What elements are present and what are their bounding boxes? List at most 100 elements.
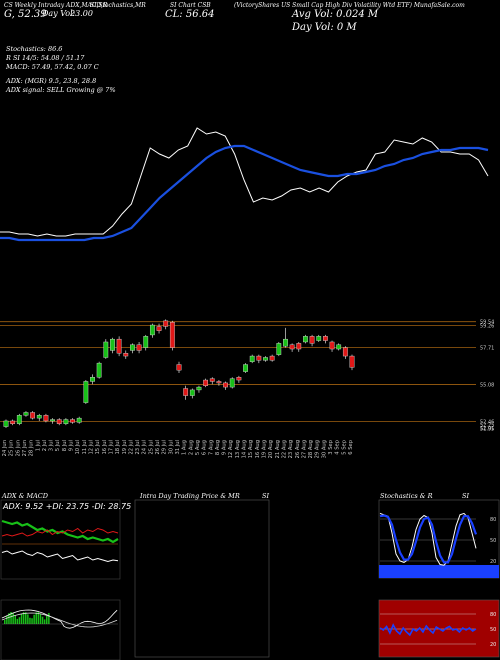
y-tick-label: 52.46	[480, 420, 494, 426]
candle-body	[243, 364, 248, 372]
x-tick-label: 30 Aug	[321, 440, 327, 458]
macd-histogram-bar	[18, 617, 21, 624]
adx-panel-title: ADX & MACD	[2, 492, 48, 500]
header-dayvol-label: Day Vol:	[42, 9, 76, 18]
y-tick-label: 57.71	[480, 345, 494, 351]
candle-body	[163, 320, 169, 327]
x-tick-label: 28 Aug	[308, 440, 314, 458]
macd-frame	[0, 599, 121, 660]
candle-body	[3, 420, 9, 427]
candle-body	[36, 415, 42, 419]
candle-body	[289, 344, 295, 350]
macd-histogram-bar	[10, 612, 12, 624]
candle-body	[130, 344, 135, 351]
candle-body	[236, 377, 242, 381]
header-title-4: (VictoryShares US Small Cap High Div Vol…	[234, 2, 465, 9]
day-vol: Day Vol: 0 M	[292, 22, 357, 33]
x-tick-label: 23 Aug	[288, 440, 294, 458]
x-tick-label: 22 Aug	[281, 440, 287, 458]
x-axis-ticks: 24 Jun 25 Jun 26 Jun 27 Jun 28 Jun 1 Jul 2 Jul…	[2, 439, 354, 458]
macd-histogram-bar	[37, 612, 40, 624]
fast-stoch-line	[379, 512, 477, 566]
candle-body	[342, 347, 348, 357]
ADX-line	[1, 550, 119, 563]
candle-body	[336, 344, 342, 350]
x-tick-label: 16 Aug	[255, 440, 261, 458]
close-value: CL: 56.64	[165, 9, 215, 20]
x-tick-label: 8 Jul	[62, 440, 68, 451]
x-tick-label: 21 Aug	[275, 440, 281, 458]
x-tick-label: 6 Aug	[202, 440, 208, 455]
x-tick-label: 1 Aug	[182, 440, 188, 455]
intraday-panel-title: Intra Day Trading Price & MR	[140, 492, 240, 500]
x-tick-label: 2 Aug	[188, 440, 194, 455]
avg-vol: Avg Vol: 0.024 M	[292, 9, 379, 20]
x-tick-label: 25 Jul	[148, 440, 154, 455]
candle-body	[269, 355, 275, 361]
x-tick-label: 24 Jul	[142, 440, 148, 455]
macd-histogram-bar	[43, 619, 46, 624]
y-tick-label: 55.08	[480, 383, 494, 389]
x-tick-label: 5 Sep	[341, 439, 347, 454]
signal-line	[1, 612, 118, 628]
info-macd: MACD: 57.49, 57.42, 0.07 C	[6, 63, 99, 71]
x-tick-label: 24 Jun	[2, 440, 8, 456]
stoch-y-label: 80	[490, 517, 496, 523]
upper-price-panel	[0, 127, 489, 242]
candle-body	[83, 381, 89, 403]
info-adx-signal: ADX signal: SELL Growing @ 7%	[6, 86, 116, 94]
candle-body	[10, 420, 16, 424]
x-tick-label: 7 Aug	[208, 440, 214, 455]
candle-body	[303, 336, 308, 343]
x-tick-label: 9 Jul	[69, 440, 75, 451]
macd-histogram-bar	[41, 616, 44, 624]
candle-body	[110, 338, 115, 351]
x-tick-label: 27 Jun	[22, 440, 28, 456]
header-dayvol-value: 23.00	[70, 9, 93, 18]
candle-body	[203, 379, 209, 386]
candle-body	[316, 336, 322, 341]
candle-body	[116, 338, 122, 354]
candle-body	[223, 382, 228, 388]
candle-body	[30, 412, 36, 419]
header-title-1: CS Weekly Intraday ADX,MACD,R	[4, 2, 108, 9]
macd-histogram-bar	[39, 613, 42, 624]
macd-line	[1, 609, 118, 629]
x-tick-label: 29 Aug	[315, 440, 321, 458]
x-tick-label: 14 Aug	[242, 440, 248, 458]
x-tick-label: 18 Jul	[115, 440, 121, 455]
x-tick-label: 15 Aug	[248, 440, 254, 458]
x-tick-label: 25 Jun	[9, 440, 15, 456]
candle-body	[183, 388, 189, 396]
x-tick-label: 11 Jul	[82, 440, 88, 455]
x-tick-label: 8 Aug	[215, 440, 221, 455]
x-tick-label: 1 Jul	[35, 440, 41, 451]
candle-body	[156, 326, 162, 331]
candle-body	[123, 353, 129, 357]
x-tick-label: 12 Jul	[89, 440, 95, 455]
macd-histogram-bar	[4, 620, 6, 624]
macd-histogram-bar	[48, 612, 50, 624]
x-tick-label: 23 Jul	[135, 440, 141, 455]
x-tick-label: 16 Jul	[102, 440, 108, 455]
candle-body	[76, 417, 82, 423]
x-tick-label: 31 Jul	[175, 440, 181, 455]
macd-histogram-bar	[22, 612, 25, 624]
candle-body	[256, 355, 262, 361]
macd-histogram-bar	[31, 618, 33, 624]
y-tick-label: 51.95	[480, 427, 494, 433]
stoch-y-label: 50	[490, 538, 496, 544]
candle-body	[309, 336, 315, 344]
macd-histogram-bar	[46, 615, 48, 624]
macd-histogram-bar	[6, 616, 8, 624]
stochastics-panel: 80 50 20	[378, 499, 500, 579]
candle-body	[349, 355, 355, 368]
candle-body	[103, 341, 109, 358]
header-title-3: SI Chart CSB	[170, 2, 211, 9]
candle-body	[43, 415, 49, 422]
y-tick-label: 52.01	[480, 426, 494, 432]
x-tick-label: 22 Jul	[128, 440, 134, 455]
stoch-panel-title: Stochastics & R	[380, 492, 433, 500]
intraday-panel	[134, 499, 270, 658]
